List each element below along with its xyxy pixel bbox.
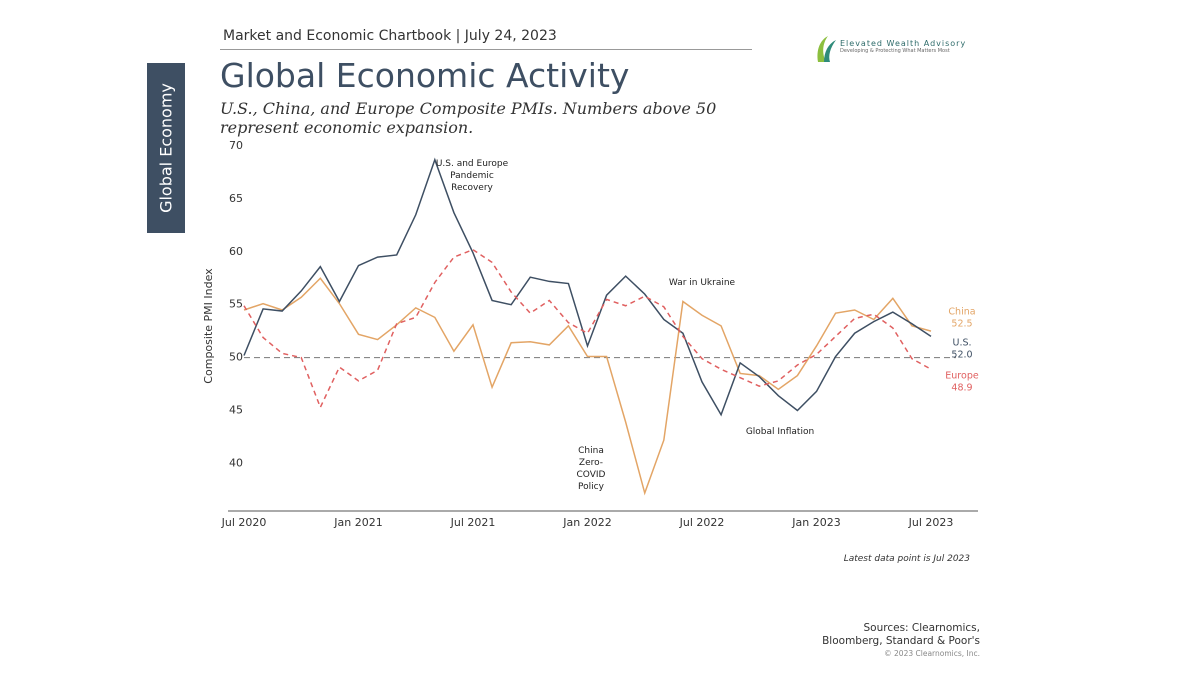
legend-label: Europe bbox=[945, 371, 979, 382]
x-tick-label: Jan 2022 bbox=[562, 516, 611, 529]
logo-tagline: Developing & Protecting What Matters Mos… bbox=[840, 48, 950, 54]
x-tick-label: Jan 2021 bbox=[333, 516, 382, 529]
logo-name: Elevated Wealth Advisory bbox=[840, 39, 967, 48]
note: Latest data point is Jul 2023 bbox=[843, 554, 970, 564]
legend-label: China bbox=[948, 307, 975, 318]
x-tick-label: Jul 2020 bbox=[221, 516, 267, 529]
x-tick-label: Jul 2023 bbox=[908, 516, 954, 529]
x-tick-label: Jul 2022 bbox=[679, 516, 725, 529]
y-tick-label: 40 bbox=[229, 456, 243, 469]
sources: Sources: Clearnomics, Bloomberg, Standar… bbox=[822, 622, 980, 647]
logo-icon bbox=[817, 36, 836, 62]
subtitle: U.S., China, and Europe Composite PMIs. … bbox=[220, 99, 717, 137]
legend-label: U.S. bbox=[952, 338, 971, 349]
y-axis-label: Composite PMI Index bbox=[202, 268, 215, 384]
title: Global Economic Activity bbox=[220, 56, 630, 95]
y-tick-label: 60 bbox=[229, 245, 243, 258]
series-line bbox=[243, 277, 932, 496]
y-tick-label: 45 bbox=[229, 403, 243, 416]
end-value-label: 48.9 bbox=[951, 383, 972, 394]
section-tab: Global Economy bbox=[147, 63, 185, 233]
y-tick-label: 65 bbox=[229, 192, 243, 205]
y-tick-label: 55 bbox=[229, 298, 243, 311]
x-tick-label: Jul 2021 bbox=[450, 516, 496, 529]
annotation: Global Inflation bbox=[745, 427, 815, 437]
annotation: China Zero-COVID Policy bbox=[576, 446, 606, 492]
annotation: U.S. and Europe Pandemic Recovery bbox=[435, 159, 509, 193]
y-tick-label: 50 bbox=[229, 351, 243, 364]
copyright: © 2023 Clearnomics, Inc. bbox=[884, 649, 980, 658]
series-line bbox=[243, 157, 932, 417]
header-rule bbox=[220, 49, 752, 50]
y-tick-label: 70 bbox=[229, 139, 243, 152]
series-line bbox=[243, 248, 932, 410]
end-value-label: 52.0 bbox=[951, 350, 972, 361]
annotation: War in Ukraine bbox=[668, 278, 736, 288]
end-value-label: 52.5 bbox=[951, 319, 972, 330]
chartbook: Market and Economic Chartbook | July 24,… bbox=[223, 28, 557, 44]
x-tick-label: Jan 2023 bbox=[791, 516, 840, 529]
